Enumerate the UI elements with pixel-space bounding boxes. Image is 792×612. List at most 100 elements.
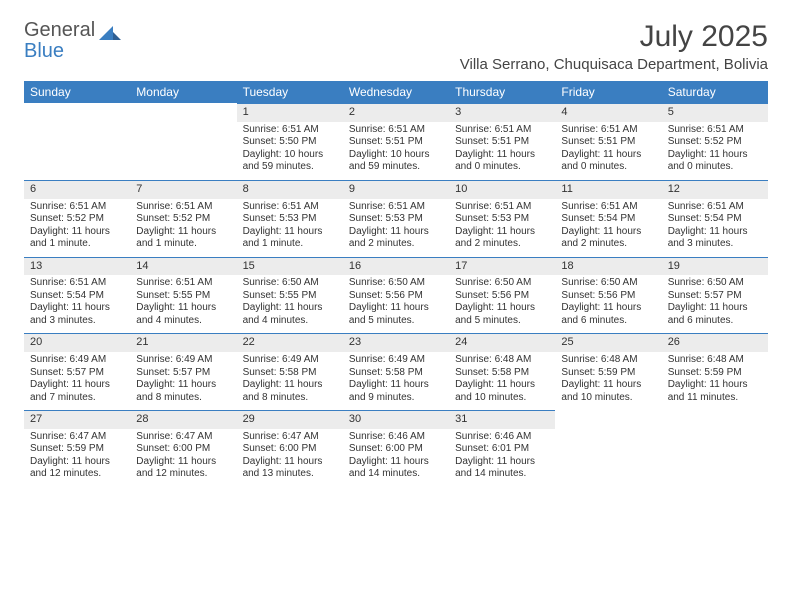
day-daylight: Daylight: 11 hours and 10 minutes.: [561, 379, 655, 404]
day-number: 7: [130, 180, 236, 199]
day-sunset: Sunset: 5:57 PM: [136, 367, 230, 380]
day-sunset: Sunset: 5:58 PM: [455, 367, 549, 380]
day-number: 26: [662, 333, 768, 352]
day-number: 27: [24, 410, 130, 429]
day-header: Sunday: [24, 81, 130, 103]
day-number: 6: [24, 180, 130, 199]
calendar-week: 6Sunrise: 6:51 AMSunset: 5:52 PMDaylight…: [24, 180, 768, 257]
calendar-cell: 11Sunrise: 6:51 AMSunset: 5:54 PMDayligh…: [555, 180, 661, 257]
calendar-cell: [662, 410, 768, 487]
calendar-cell: [555, 410, 661, 487]
day-sunset: Sunset: 5:52 PM: [668, 136, 762, 149]
calendar-cell: 19Sunrise: 6:50 AMSunset: 5:57 PMDayligh…: [662, 257, 768, 334]
day-sunrise: Sunrise: 6:51 AM: [668, 201, 762, 214]
calendar-cell: 16Sunrise: 6:50 AMSunset: 5:56 PMDayligh…: [343, 257, 449, 334]
day-sunset: Sunset: 5:57 PM: [30, 367, 124, 380]
calendar-cell: 21Sunrise: 6:49 AMSunset: 5:57 PMDayligh…: [130, 333, 236, 410]
day-sunset: Sunset: 5:58 PM: [243, 367, 337, 380]
day-number: 19: [662, 257, 768, 276]
day-body: Sunrise: 6:51 AMSunset: 5:51 PMDaylight:…: [555, 122, 661, 180]
day-sunset: Sunset: 5:54 PM: [668, 213, 762, 226]
calendar-cell: 10Sunrise: 6:51 AMSunset: 5:53 PMDayligh…: [449, 180, 555, 257]
calendar-week: 27Sunrise: 6:47 AMSunset: 5:59 PMDayligh…: [24, 410, 768, 487]
day-daylight: Daylight: 11 hours and 0 minutes.: [455, 149, 549, 174]
day-sunrise: Sunrise: 6:50 AM: [455, 277, 549, 290]
day-sunset: Sunset: 5:58 PM: [349, 367, 443, 380]
day-sunset: Sunset: 5:53 PM: [243, 213, 337, 226]
day-number: 10: [449, 180, 555, 199]
day-header: Friday: [555, 81, 661, 103]
day-sunrise: Sunrise: 6:51 AM: [668, 124, 762, 137]
calendar-week: 1Sunrise: 6:51 AMSunset: 5:50 PMDaylight…: [24, 103, 768, 180]
day-body: Sunrise: 6:51 AMSunset: 5:54 PMDaylight:…: [555, 199, 661, 257]
calendar-cell: 1Sunrise: 6:51 AMSunset: 5:50 PMDaylight…: [237, 103, 343, 180]
day-sunrise: Sunrise: 6:46 AM: [349, 431, 443, 444]
day-daylight: Daylight: 11 hours and 2 minutes.: [561, 226, 655, 251]
day-daylight: Daylight: 11 hours and 4 minutes.: [243, 302, 337, 327]
day-body: Sunrise: 6:51 AMSunset: 5:53 PMDaylight:…: [343, 199, 449, 257]
day-daylight: Daylight: 11 hours and 8 minutes.: [136, 379, 230, 404]
day-body: Sunrise: 6:51 AMSunset: 5:52 PMDaylight:…: [24, 199, 130, 257]
calendar-cell: 26Sunrise: 6:48 AMSunset: 5:59 PMDayligh…: [662, 333, 768, 410]
day-sunrise: Sunrise: 6:51 AM: [30, 277, 124, 290]
day-daylight: Daylight: 11 hours and 5 minutes.: [349, 302, 443, 327]
day-sunset: Sunset: 5:59 PM: [561, 367, 655, 380]
day-sunrise: Sunrise: 6:48 AM: [561, 354, 655, 367]
day-number: 18: [555, 257, 661, 276]
day-number: 25: [555, 333, 661, 352]
day-sunset: Sunset: 5:52 PM: [30, 213, 124, 226]
day-sunrise: Sunrise: 6:51 AM: [30, 201, 124, 214]
day-daylight: Daylight: 11 hours and 8 minutes.: [243, 379, 337, 404]
day-sunset: Sunset: 5:51 PM: [561, 136, 655, 149]
day-daylight: Daylight: 10 hours and 59 minutes.: [349, 149, 443, 174]
day-body: Sunrise: 6:50 AMSunset: 5:56 PMDaylight:…: [343, 275, 449, 333]
day-body: Sunrise: 6:48 AMSunset: 5:59 PMDaylight:…: [662, 352, 768, 410]
day-sunset: Sunset: 5:52 PM: [136, 213, 230, 226]
day-sunrise: Sunrise: 6:49 AM: [30, 354, 124, 367]
day-sunset: Sunset: 5:51 PM: [349, 136, 443, 149]
calendar-cell: 2Sunrise: 6:51 AMSunset: 5:51 PMDaylight…: [343, 103, 449, 180]
brand-line2: Blue: [24, 41, 95, 62]
day-sunset: Sunset: 5:53 PM: [455, 213, 549, 226]
day-daylight: Daylight: 11 hours and 2 minutes.: [455, 226, 549, 251]
day-body: Sunrise: 6:50 AMSunset: 5:55 PMDaylight:…: [237, 275, 343, 333]
day-body: Sunrise: 6:51 AMSunset: 5:52 PMDaylight:…: [130, 199, 236, 257]
day-daylight: Daylight: 11 hours and 5 minutes.: [455, 302, 549, 327]
day-header: Thursday: [449, 81, 555, 103]
day-sunrise: Sunrise: 6:46 AM: [455, 431, 549, 444]
day-daylight: Daylight: 11 hours and 12 minutes.: [136, 456, 230, 481]
day-body: Sunrise: 6:51 AMSunset: 5:52 PMDaylight:…: [662, 122, 768, 180]
day-sunset: Sunset: 5:54 PM: [30, 290, 124, 303]
day-body: Sunrise: 6:50 AMSunset: 5:56 PMDaylight:…: [555, 275, 661, 333]
day-body: Sunrise: 6:51 AMSunset: 5:54 PMDaylight:…: [24, 275, 130, 333]
day-number: 16: [343, 257, 449, 276]
day-sunset: Sunset: 5:54 PM: [561, 213, 655, 226]
day-header: Saturday: [662, 81, 768, 103]
calendar-cell: 29Sunrise: 6:47 AMSunset: 6:00 PMDayligh…: [237, 410, 343, 487]
day-sunrise: Sunrise: 6:47 AM: [243, 431, 337, 444]
day-body: Sunrise: 6:51 AMSunset: 5:54 PMDaylight:…: [662, 199, 768, 257]
day-sunrise: Sunrise: 6:51 AM: [349, 201, 443, 214]
day-daylight: Daylight: 11 hours and 0 minutes.: [668, 149, 762, 174]
day-sunrise: Sunrise: 6:49 AM: [349, 354, 443, 367]
day-sunrise: Sunrise: 6:51 AM: [136, 277, 230, 290]
day-number: 4: [555, 103, 661, 122]
calendar-cell: 6Sunrise: 6:51 AMSunset: 5:52 PMDaylight…: [24, 180, 130, 257]
day-number: 17: [449, 257, 555, 276]
calendar-cell: 30Sunrise: 6:46 AMSunset: 6:00 PMDayligh…: [343, 410, 449, 487]
day-body: Sunrise: 6:47 AMSunset: 5:59 PMDaylight:…: [24, 429, 130, 487]
calendar-cell: 7Sunrise: 6:51 AMSunset: 5:52 PMDaylight…: [130, 180, 236, 257]
day-daylight: Daylight: 11 hours and 9 minutes.: [349, 379, 443, 404]
calendar-cell: [24, 103, 130, 180]
brand-line1: General: [24, 20, 95, 41]
day-body: Sunrise: 6:51 AMSunset: 5:55 PMDaylight:…: [130, 275, 236, 333]
day-daylight: Daylight: 10 hours and 59 minutes.: [243, 149, 337, 174]
day-sunrise: Sunrise: 6:51 AM: [243, 124, 337, 137]
calendar-cell: 20Sunrise: 6:49 AMSunset: 5:57 PMDayligh…: [24, 333, 130, 410]
calendar-cell: 18Sunrise: 6:50 AMSunset: 5:56 PMDayligh…: [555, 257, 661, 334]
day-daylight: Daylight: 11 hours and 3 minutes.: [30, 302, 124, 327]
day-header: Monday: [130, 81, 236, 103]
day-sunset: Sunset: 5:50 PM: [243, 136, 337, 149]
day-sunrise: Sunrise: 6:51 AM: [455, 124, 549, 137]
day-body: Sunrise: 6:51 AMSunset: 5:51 PMDaylight:…: [449, 122, 555, 180]
